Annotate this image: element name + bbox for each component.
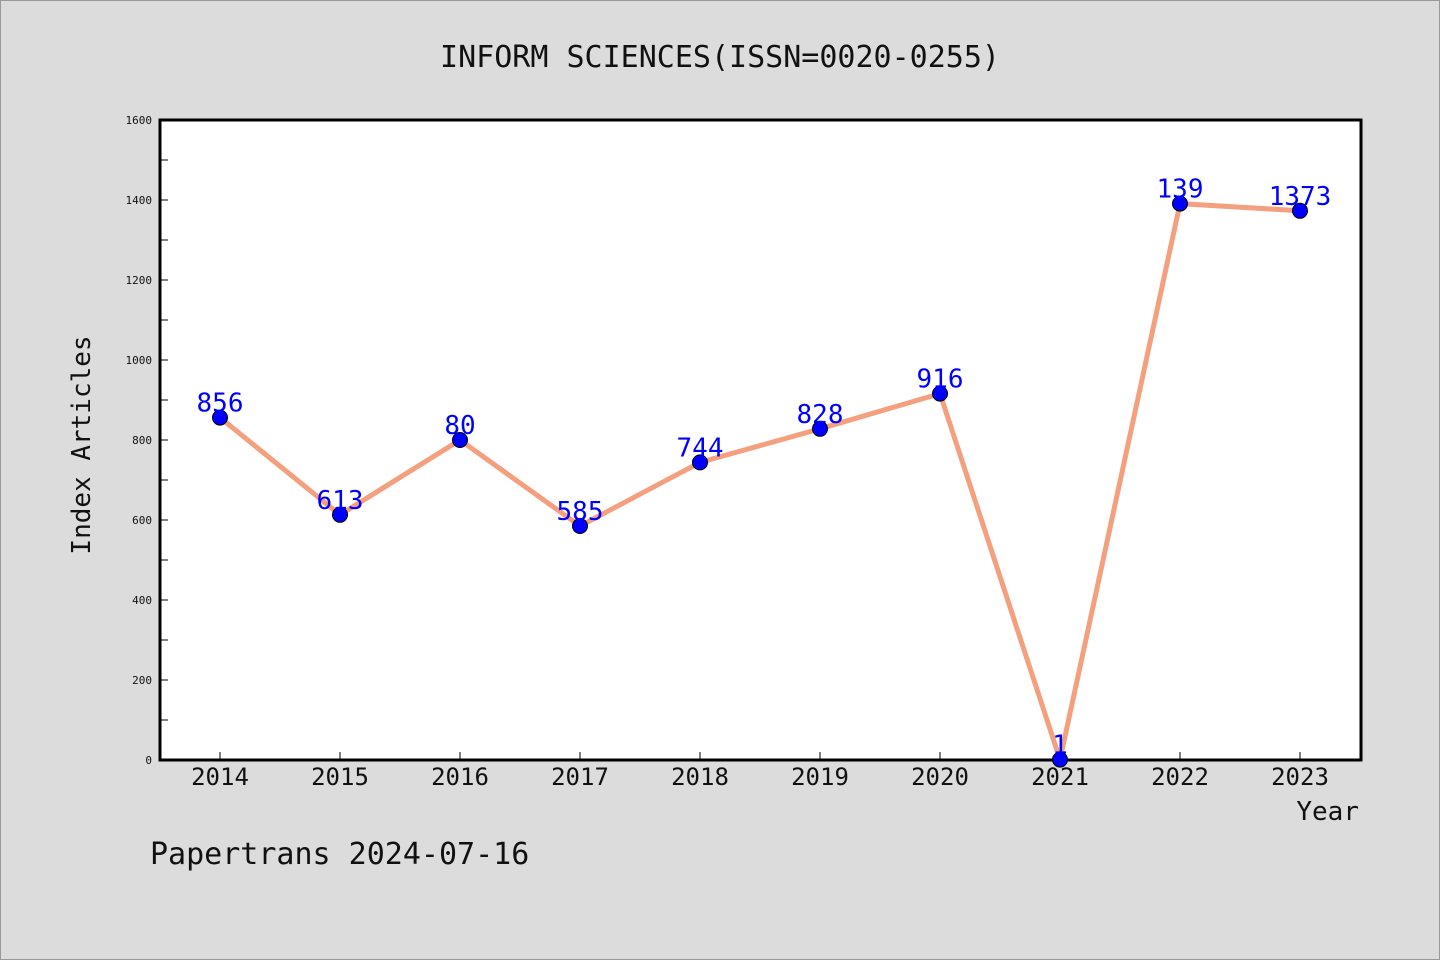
data-point-2016 [452, 432, 468, 448]
data-point-2017 [572, 518, 588, 534]
data-point-2022 [1172, 195, 1188, 212]
data-point-2014 [212, 409, 228, 426]
data-label-2017: 585 [557, 497, 604, 527]
y-tick-label: 1400 [126, 194, 153, 207]
data-label-2014: 856 [197, 389, 244, 419]
x-tick-label-2021: 2021 [1031, 763, 1089, 791]
x-tick-label-2017: 2017 [551, 763, 609, 791]
data-labels: 856 613 80 585 744 828 916 1 139 1373 [197, 175, 1332, 761]
data-point-2018 [692, 454, 708, 471]
data-label-2021: 1 [1052, 731, 1068, 761]
series-line [218, 201, 1301, 763]
data-point-2019 [812, 420, 828, 437]
y-tick-label: 1600 [126, 114, 153, 127]
x-tick-label-2018: 2018 [671, 763, 729, 791]
plot-area [158, 118, 1363, 762]
x-tick-label-2016: 2016 [431, 763, 489, 791]
chart-title: INFORM SCIENCES(ISSN=0020-0255) [440, 40, 1000, 75]
y-axis: 0 200 400 600 800 1000 1200 1400 1600 [126, 114, 168, 767]
x-axis: 2014 2015 2016 2017 2018 2019 2020 2021 2022 2023 [191, 752, 1329, 791]
x-axis-label: Year [1296, 797, 1359, 827]
data-point-2020 [932, 385, 948, 402]
y-tick-label: 1000 [126, 354, 153, 367]
data-point-2021 [1052, 751, 1068, 768]
y-tick-label: 1200 [126, 274, 153, 287]
x-tick-label-2023: 2023 [1271, 763, 1329, 791]
data-point-2015 [332, 506, 348, 523]
y-axis-label: Index Articles [67, 335, 97, 554]
data-label-2018: 744 [677, 433, 724, 463]
data-label-2023: 1373 [1269, 182, 1332, 212]
footer-text: Papertrans 2024-07-16 [150, 837, 529, 872]
y-tick-label: 200 [132, 674, 152, 687]
y-tick-label: 400 [132, 594, 152, 607]
data-label-2020: 916 [917, 365, 964, 395]
x-tick-label-2014: 2014 [191, 763, 249, 791]
data-label-2022: 139 [1157, 175, 1204, 205]
data-point-2023 [1292, 202, 1308, 219]
y-tick-label: 0 [145, 754, 152, 767]
y-tick-label: 800 [132, 434, 152, 447]
x-tick-label-2019: 2019 [791, 763, 849, 791]
x-tick-label-2015: 2015 [311, 763, 369, 791]
data-label-2015: 613 [317, 486, 364, 516]
x-tick-label-2020: 2020 [911, 763, 969, 791]
data-label-2019: 828 [797, 400, 844, 430]
series-index-articles [212, 195, 1308, 768]
y-tick-label: 600 [132, 514, 152, 527]
data-label-2016: 80 [444, 411, 475, 441]
x-tick-label-2022: 2022 [1151, 763, 1209, 791]
